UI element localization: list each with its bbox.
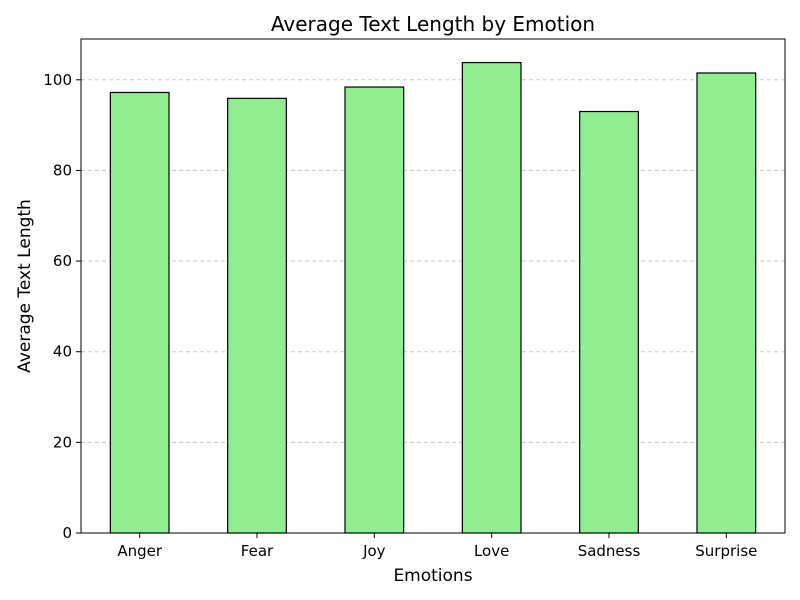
x-tick-label-joy: Joy bbox=[362, 542, 386, 560]
y-tick-label: 60 bbox=[53, 252, 72, 270]
x-tick-label-fear: Fear bbox=[241, 542, 274, 560]
plot-area-frame bbox=[80, 38, 786, 534]
x-axis-ticks: Anger Fear Joy Love Sadness Surprise bbox=[117, 533, 757, 560]
x-tick-label-love: Love bbox=[474, 542, 509, 560]
y-tick-label: 0 bbox=[62, 524, 72, 542]
bars bbox=[109, 61, 757, 534]
x-tick-label-surprise: Surprise bbox=[695, 542, 757, 560]
x-tick-label-sadness: Sadness bbox=[578, 542, 641, 560]
x-tick-label-anger: Anger bbox=[117, 542, 163, 560]
y-tick-label: 40 bbox=[53, 343, 72, 361]
y-axis-ticks: 0 20 40 60 80 100 bbox=[43, 71, 81, 542]
bar-fear bbox=[227, 97, 287, 534]
y-tick-label: 80 bbox=[53, 161, 72, 179]
bar-surprise bbox=[696, 72, 757, 534]
gridlines bbox=[81, 79, 785, 443]
bar-joy bbox=[344, 86, 405, 534]
bar-anger bbox=[109, 91, 170, 534]
x-axis-label: Emotions bbox=[393, 566, 472, 586]
y-tick-label: 100 bbox=[43, 71, 72, 89]
chart-title: Average Text Length by Emotion bbox=[271, 12, 595, 36]
y-tick-label: 20 bbox=[53, 433, 72, 451]
bar-sadness bbox=[579, 110, 639, 534]
bar-love bbox=[461, 61, 522, 534]
y-axis-label: Average Text Length bbox=[15, 199, 35, 373]
